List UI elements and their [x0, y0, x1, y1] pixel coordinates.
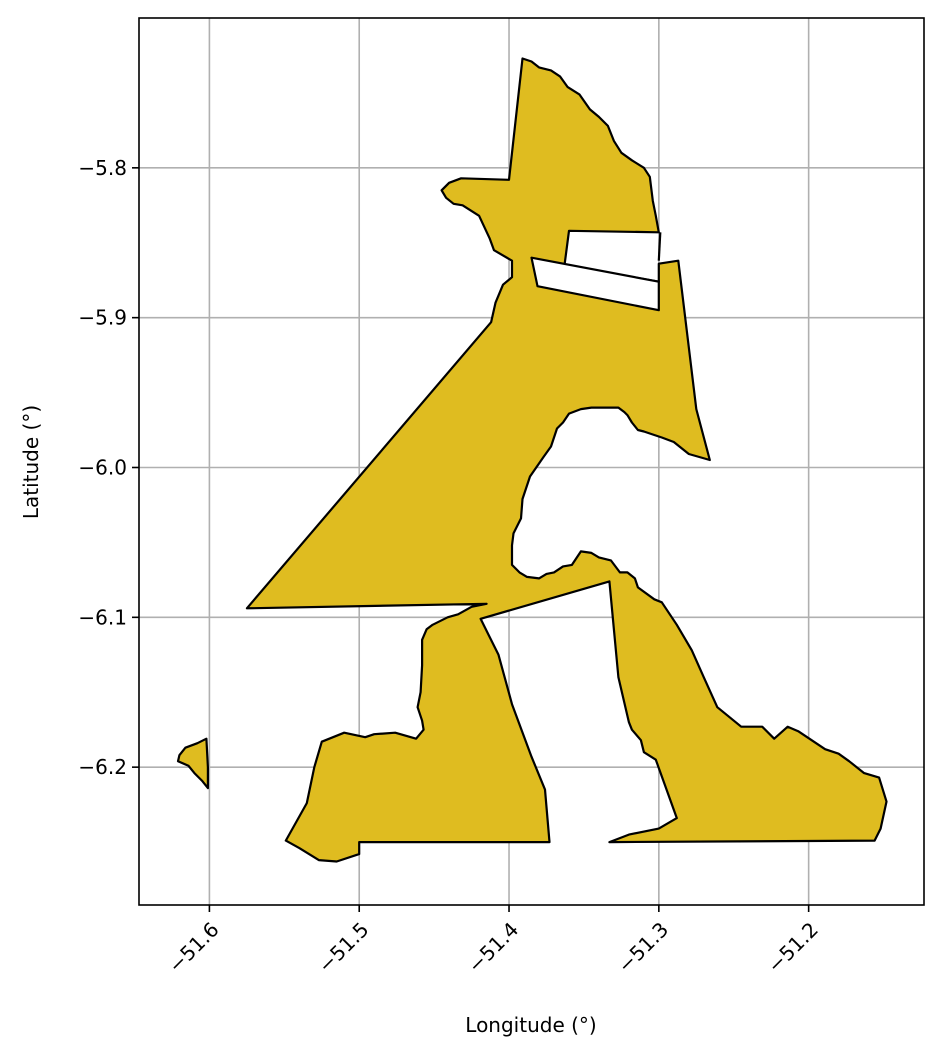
axes-frame: [138, 17, 925, 906]
y-axis-label: Latitude (°): [19, 405, 43, 519]
x-axis-label: Longitude (°): [465, 1013, 596, 1037]
y-tick-label: −5.9: [78, 306, 127, 330]
region-hole: [530, 256, 660, 312]
y-axis-ticks: −5.8 −5.9 −6.0 −6.1 −6.2: [78, 156, 139, 779]
y-tick-label: −5.8: [78, 156, 127, 180]
y-tick-label: −6.0: [78, 455, 127, 479]
map-polygons: [176, 57, 888, 863]
main-region-polygon: [245, 57, 888, 863]
boundary-line: [657, 232, 662, 261]
y-tick-label: −6.2: [78, 755, 127, 779]
west-islet-polygon: [176, 737, 209, 790]
y-tick-label: −6.1: [78, 605, 127, 629]
